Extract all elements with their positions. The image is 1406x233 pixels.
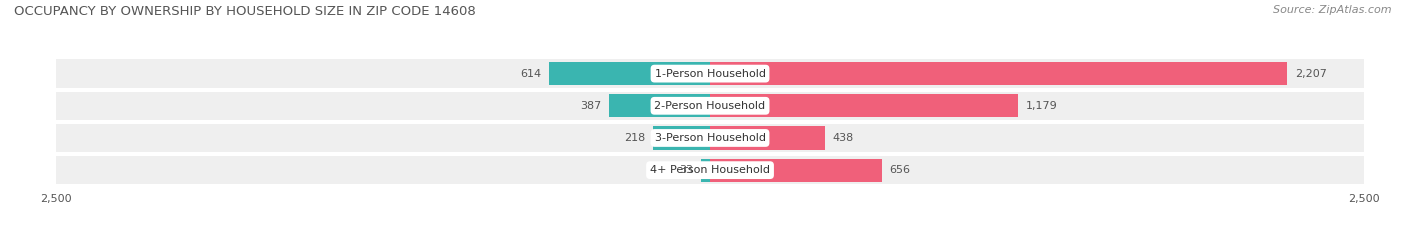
Bar xyxy=(609,94,710,117)
Bar xyxy=(710,126,824,150)
Text: OCCUPANCY BY OWNERSHIP BY HOUSEHOLD SIZE IN ZIP CODE 14608: OCCUPANCY BY OWNERSHIP BY HOUSEHOLD SIZE… xyxy=(14,5,475,18)
Bar xyxy=(56,124,1364,152)
Bar xyxy=(710,159,882,182)
Text: 33: 33 xyxy=(679,165,693,175)
Bar xyxy=(652,126,710,150)
Text: 4+ Person Household: 4+ Person Household xyxy=(650,165,770,175)
Bar xyxy=(710,62,1288,85)
Text: 1-Person Household: 1-Person Household xyxy=(655,69,765,79)
Text: 2-Person Household: 2-Person Household xyxy=(654,101,766,111)
Text: 438: 438 xyxy=(832,133,853,143)
Text: 1,179: 1,179 xyxy=(1026,101,1057,111)
Bar xyxy=(56,59,1364,88)
Text: 2,207: 2,207 xyxy=(1295,69,1327,79)
Bar xyxy=(56,156,1364,184)
Text: 614: 614 xyxy=(520,69,541,79)
Text: 656: 656 xyxy=(890,165,911,175)
Bar xyxy=(710,94,1018,117)
Text: 218: 218 xyxy=(624,133,645,143)
Text: 387: 387 xyxy=(579,101,600,111)
Bar xyxy=(550,62,710,85)
Text: Source: ZipAtlas.com: Source: ZipAtlas.com xyxy=(1274,5,1392,15)
Bar xyxy=(56,92,1364,120)
Bar xyxy=(702,159,710,182)
Text: 3-Person Household: 3-Person Household xyxy=(655,133,765,143)
